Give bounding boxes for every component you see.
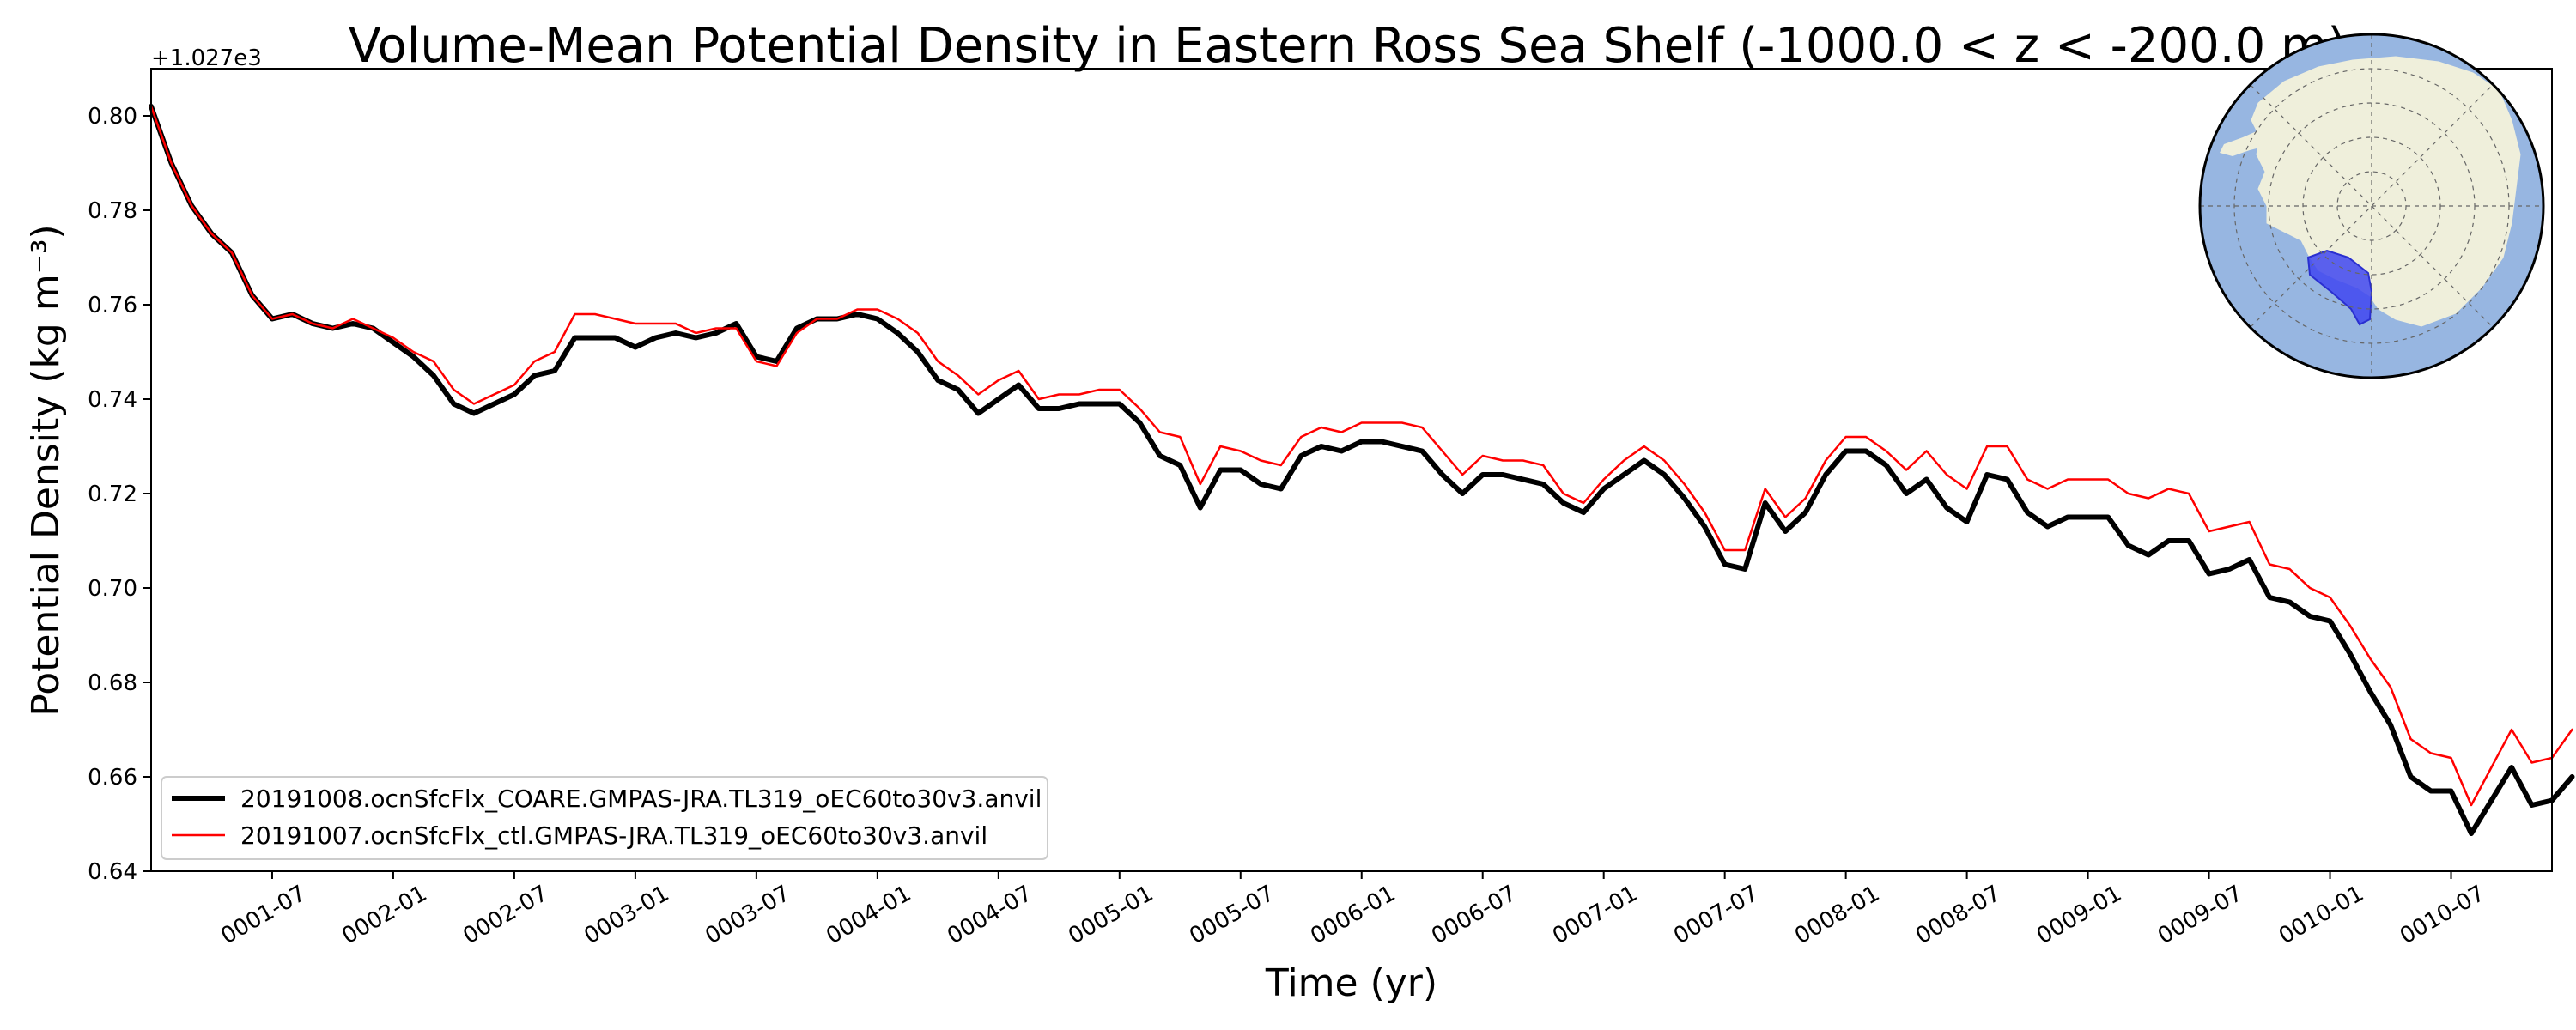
inset-gridlines [2200,34,2543,378]
y-tick-label: 0.70 [88,576,137,602]
series-layer [149,104,2575,836]
x-axis-title: Time (yr) [1265,961,1437,1005]
plot-frame [150,68,2553,872]
series-line-1 [149,105,2573,807]
plot-area [149,68,2575,872]
y-tick-label: 0.80 [88,104,137,130]
inset-antarctic-peninsula [2220,130,2267,156]
y-axis-ticks: 0.64 0.66 0.68 0.70 0.72 0.74 0.76 0.78 0.80 [88,104,151,885]
chart-title: Volume-Mean Potential Density in Eastern… [349,18,2347,74]
y-tick-label: 0.74 [88,387,137,413]
y-tick-label: 0.72 [88,482,137,507]
y-tick-label: 0.64 [88,859,137,885]
antarctica-inset-map [2198,33,2545,379]
series-line-0 [149,104,2575,836]
legend-box [161,776,1048,860]
inset-ross-sea-region [2306,249,2373,326]
y-tick-label: 0.68 [88,670,137,696]
legend-label-coare: 20191008.ocnSfcFlx_COARE.GMPAS-JRA.TL319… [240,785,1042,813]
inset-border [2198,33,2545,379]
y-axis-offset-text: +1.027e3 [151,45,262,71]
y-tick-label: 0.78 [88,198,137,224]
legend: 20191008.ocnSfcFlx_COARE.GMPAS-JRA.TL319… [161,776,1048,860]
legend-label-ctl: 20191007.ocnSfcFlx_ctl.GMPAS-JRA.TL319_o… [240,821,987,850]
y-axis-title: Potential Density (kg m⁻³) [24,224,68,716]
y-tick-label: 0.66 [88,765,137,791]
y-tick-label: 0.76 [88,293,137,318]
